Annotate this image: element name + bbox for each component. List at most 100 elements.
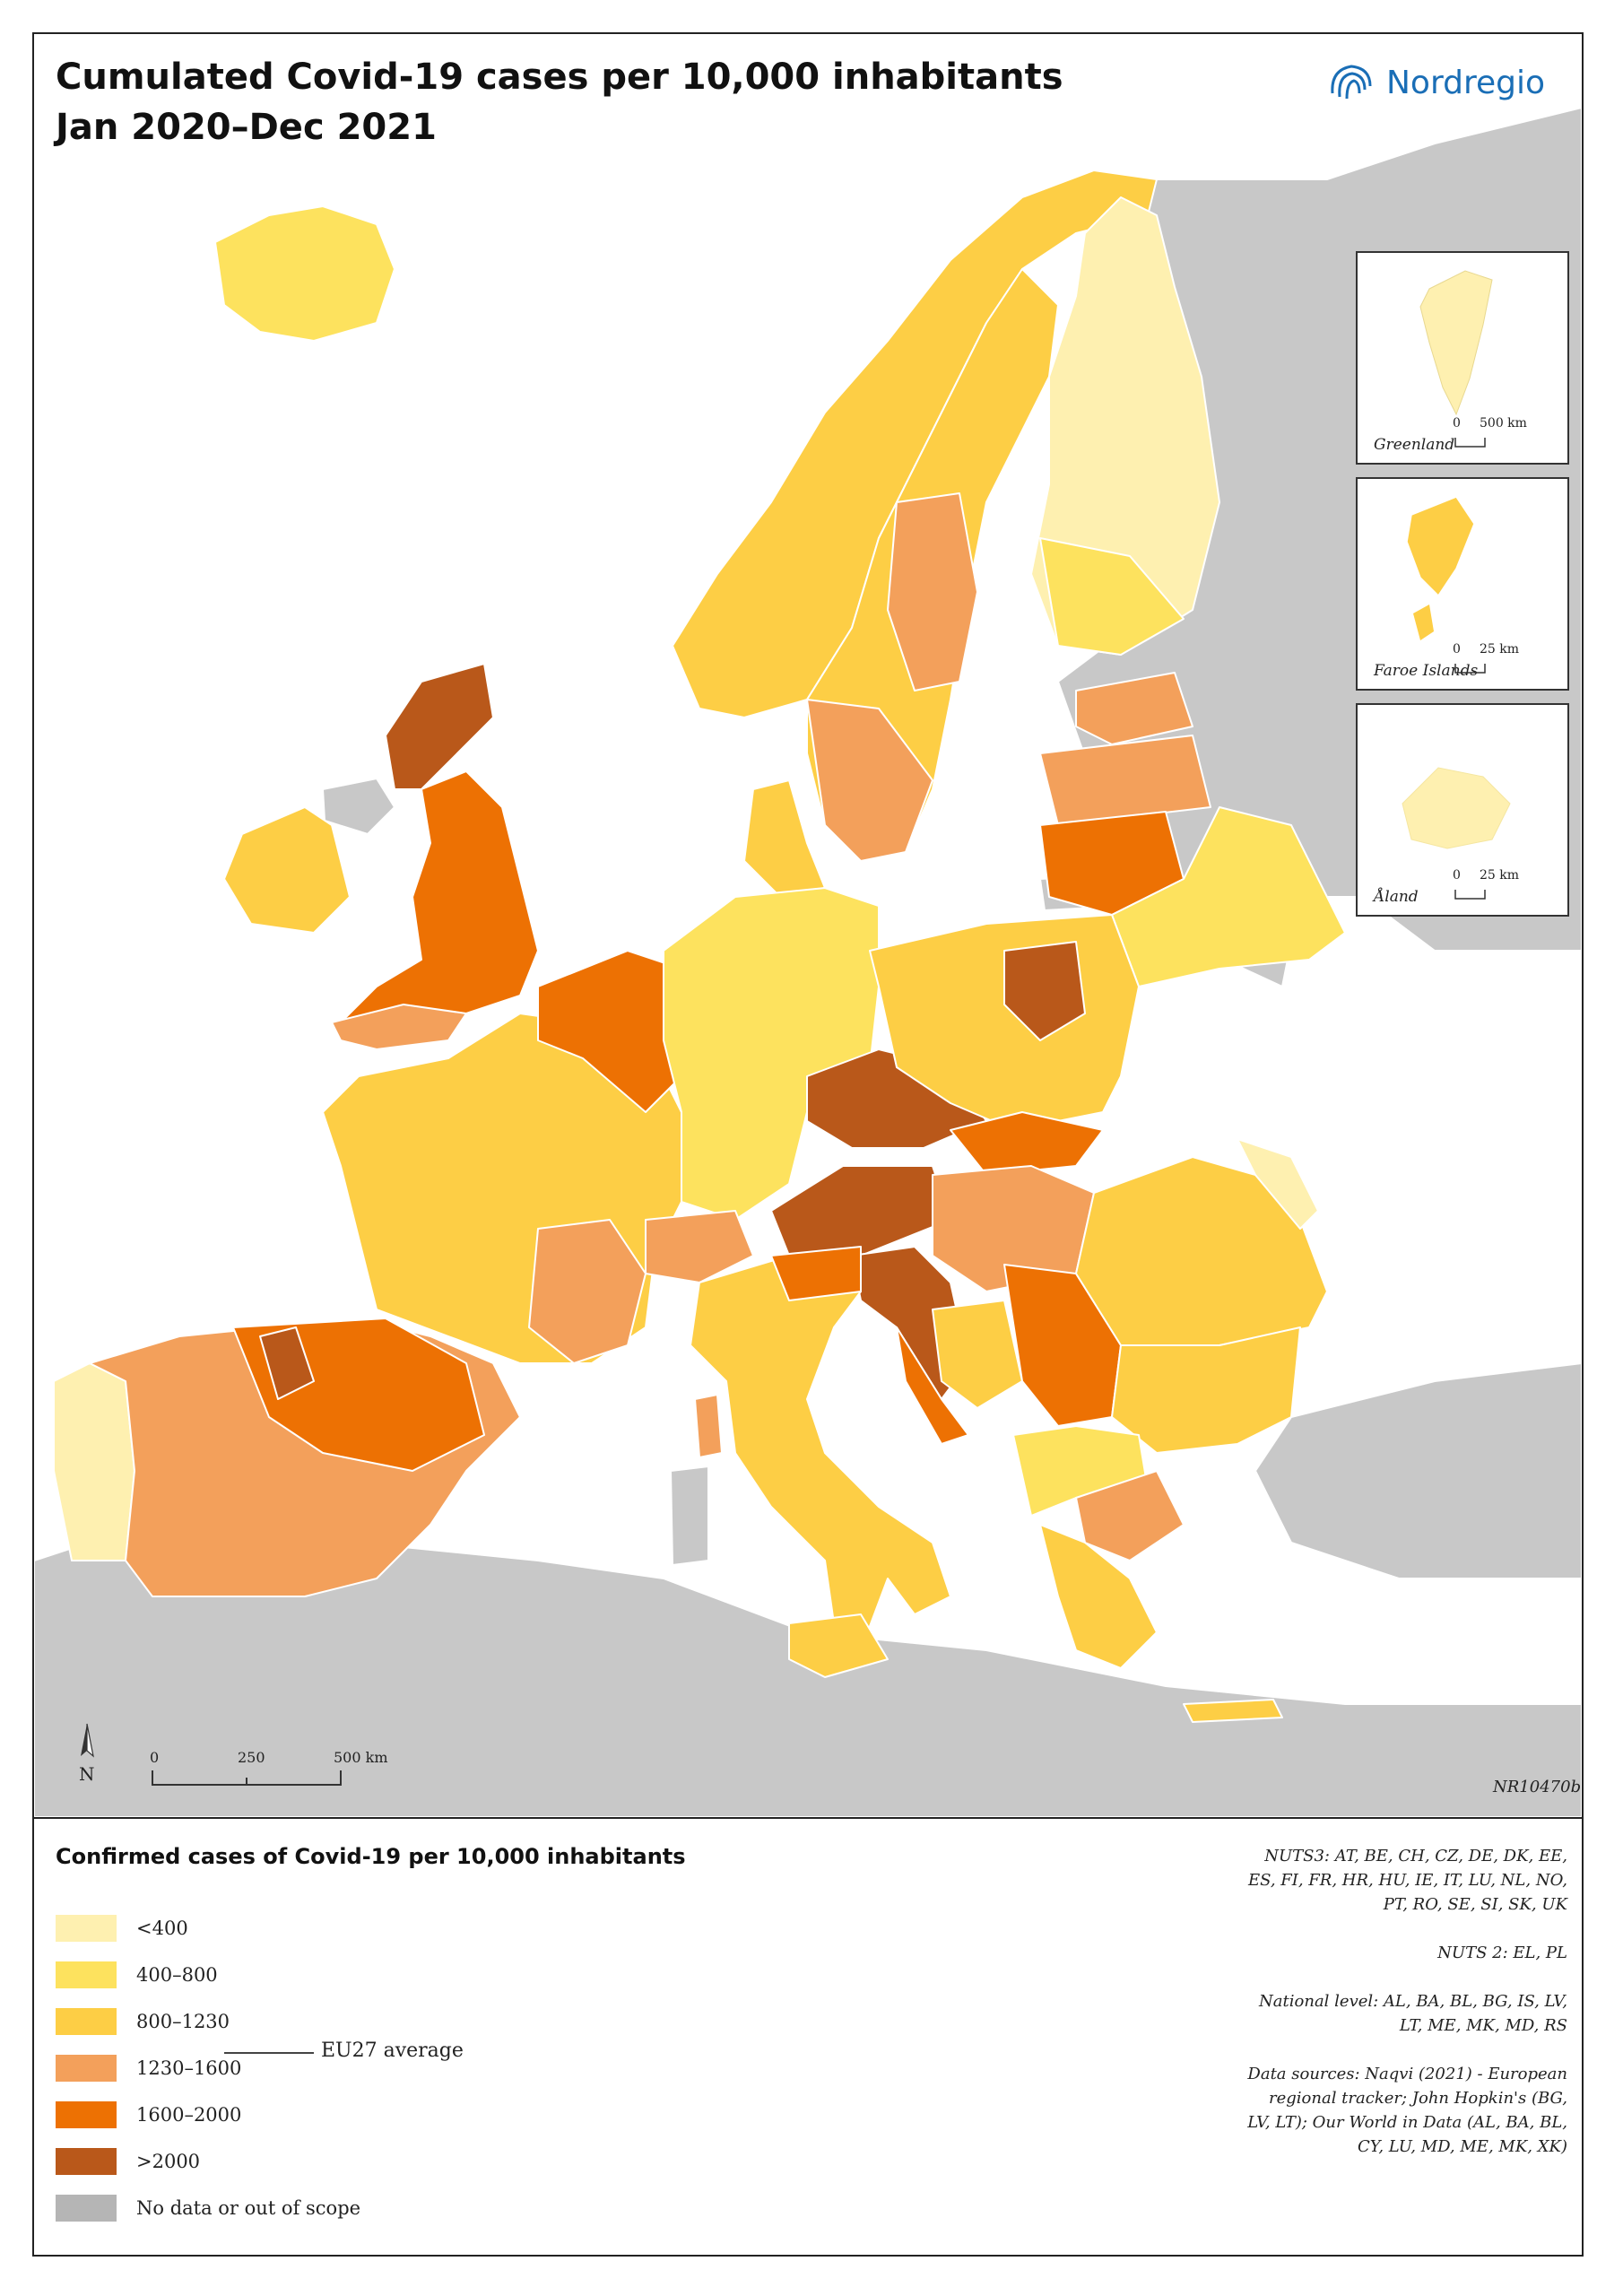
inset-faroe-islands: Faroe Islands 0 25 km xyxy=(1356,477,1569,691)
crete-region xyxy=(1183,1699,1283,1723)
note-nuts3: NUTS3: AT, BE, CH, CZ, DE, DK, EE, ES, F… xyxy=(1247,1847,1567,1914)
legend-swatch xyxy=(56,2055,117,2082)
inset-aland: Åland 0 25 km xyxy=(1356,703,1569,917)
greece-region xyxy=(1039,1524,1158,1669)
note-sources: Data sources: Naqvi (2021) - European re… xyxy=(1247,2065,1567,2156)
finland-region xyxy=(1030,196,1220,656)
uk-north-region xyxy=(385,663,494,790)
legend-item-1230-1600: 1230–1600 xyxy=(56,2055,241,2082)
nordregio-logo-icon xyxy=(1331,65,1372,100)
turkey-region xyxy=(1254,1361,1582,1579)
legend-label: >2000 xyxy=(136,2151,201,2172)
croatia-coast-region xyxy=(896,1326,969,1445)
portugal-region xyxy=(53,1362,135,1561)
scale-bar-icon xyxy=(1454,438,1486,448)
legend-divider xyxy=(34,1817,1582,1819)
legend-label: <400 xyxy=(136,1918,188,1939)
legend-item-800-1230: 800–1230 xyxy=(56,2008,230,2035)
legend-swatch xyxy=(56,2148,117,2175)
slovakia-region xyxy=(950,1111,1104,1176)
scale-max: 25 km xyxy=(1480,642,1520,657)
inset-greenland: Greenland 0 500 km xyxy=(1356,251,1569,465)
map-scale-bar-icon xyxy=(152,1770,342,1786)
faroe-shape xyxy=(1406,496,1475,640)
map-frame xyxy=(32,32,1584,2257)
scale-max: 500 km xyxy=(1480,416,1527,430)
latvia-region xyxy=(1039,735,1211,826)
italy-region xyxy=(690,1255,951,1651)
legend-item-gt2000: >2000 xyxy=(56,2148,200,2175)
moldova-region xyxy=(1237,1138,1319,1230)
scale-zero: 0 xyxy=(1453,868,1461,883)
legend-item-1600-2000: 1600–2000 xyxy=(56,2101,241,2128)
benelux-region xyxy=(537,950,682,1113)
title-line-1: Cumulated Covid-19 cases per 10,000 inha… xyxy=(56,57,1063,98)
map-scale-max: 500 km xyxy=(334,1749,388,1766)
poland-central-region xyxy=(1003,941,1086,1041)
legend-swatch xyxy=(56,2008,117,2035)
aland-shape xyxy=(1402,767,1511,849)
romania-region xyxy=(1075,1156,1328,1346)
legend-label: 1230–1600 xyxy=(136,2057,242,2079)
spain-core-region xyxy=(259,1326,315,1400)
legend-item-lt400: <400 xyxy=(56,1915,188,1942)
bulgaria-region xyxy=(1111,1326,1301,1454)
legend-swatch xyxy=(56,2101,117,2128)
sweden-south-region xyxy=(806,699,933,862)
legend-swatch xyxy=(56,1915,117,1942)
inset-label-faroe: Faroe Islands xyxy=(1374,662,1479,680)
map-scale-mid: 250 xyxy=(238,1749,265,1766)
legend-swatch xyxy=(56,1961,117,1988)
scale-bar-icon xyxy=(1454,890,1486,900)
iceland-region xyxy=(214,205,395,342)
data-notes: NUTS3: AT, BE, CH, CZ, DE, DK, EE, ES, F… xyxy=(1245,1844,1567,2183)
sicily-region xyxy=(788,1613,889,1678)
legend-item-no-data: No data or out of scope xyxy=(56,2195,360,2222)
north-label: N xyxy=(79,1763,95,1785)
greece-north-region xyxy=(1075,1470,1185,1561)
ireland-region xyxy=(223,806,351,934)
corsica-region xyxy=(694,1394,723,1458)
note-nuts2: NUTS 2: EL, PL xyxy=(1437,1944,1567,1962)
map-scale-zero: 0 xyxy=(150,1749,160,1766)
scale-max: 25 km xyxy=(1480,868,1520,883)
estonia-region xyxy=(1075,672,1193,745)
north-arrow-icon xyxy=(81,1723,94,1758)
choropleth-regions xyxy=(53,170,1346,1723)
title-line-2: Jan 2020–Dec 2021 xyxy=(56,107,437,148)
sweden-middle-region xyxy=(887,492,978,691)
inset-scale-aland: 0 25 km xyxy=(1453,866,1551,906)
sardinia-region xyxy=(669,1465,709,1567)
inset-label-aland: Åland xyxy=(1374,888,1419,906)
legend-label: 400–800 xyxy=(136,1964,218,1986)
uk-southwest-region xyxy=(331,1004,467,1050)
map-canvas xyxy=(34,34,1582,1817)
legend-swatch xyxy=(56,2195,117,2222)
scale-bar-icon xyxy=(1454,664,1486,674)
france-east-region xyxy=(528,1219,647,1364)
belarus-region xyxy=(1111,806,1346,987)
map-code: NR10470b xyxy=(1493,1778,1582,1796)
nordregio-logo: Nordregio xyxy=(1327,61,1545,104)
map-title: Cumulated Covid-19 cases per 10,000 inha… xyxy=(56,52,1063,152)
legend-label: No data or out of scope xyxy=(136,2197,361,2219)
scale-zero: 0 xyxy=(1453,416,1461,430)
northern-ireland-region xyxy=(321,777,396,836)
finland-south-region xyxy=(1039,537,1185,656)
legend-label: 1600–2000 xyxy=(136,2104,242,2126)
italy-north-region xyxy=(770,1246,862,1301)
legend-item-400-800: 400–800 xyxy=(56,1961,218,1988)
greenland-shape xyxy=(1419,270,1493,416)
brand-name: Nordregio xyxy=(1386,64,1546,101)
legend-label: 800–1230 xyxy=(136,2011,230,2032)
inset-label-greenland: Greenland xyxy=(1374,436,1455,454)
legend-title: Confirmed cases of Covid-19 per 10,000 i… xyxy=(56,1844,686,1869)
bosnia-region xyxy=(932,1300,1023,1409)
scale-zero: 0 xyxy=(1453,642,1461,657)
eu-average-leader-line xyxy=(224,2052,314,2054)
inset-scale-greenland: 0 500 km xyxy=(1453,414,1551,454)
note-national: National level: AL, BA, BL, BG, IS, LV, … xyxy=(1259,1992,1567,2035)
switzerland-region xyxy=(645,1210,754,1283)
inset-scale-faroe: 0 25 km xyxy=(1453,640,1551,680)
eu-average-label: EU27 average xyxy=(321,2039,464,2062)
